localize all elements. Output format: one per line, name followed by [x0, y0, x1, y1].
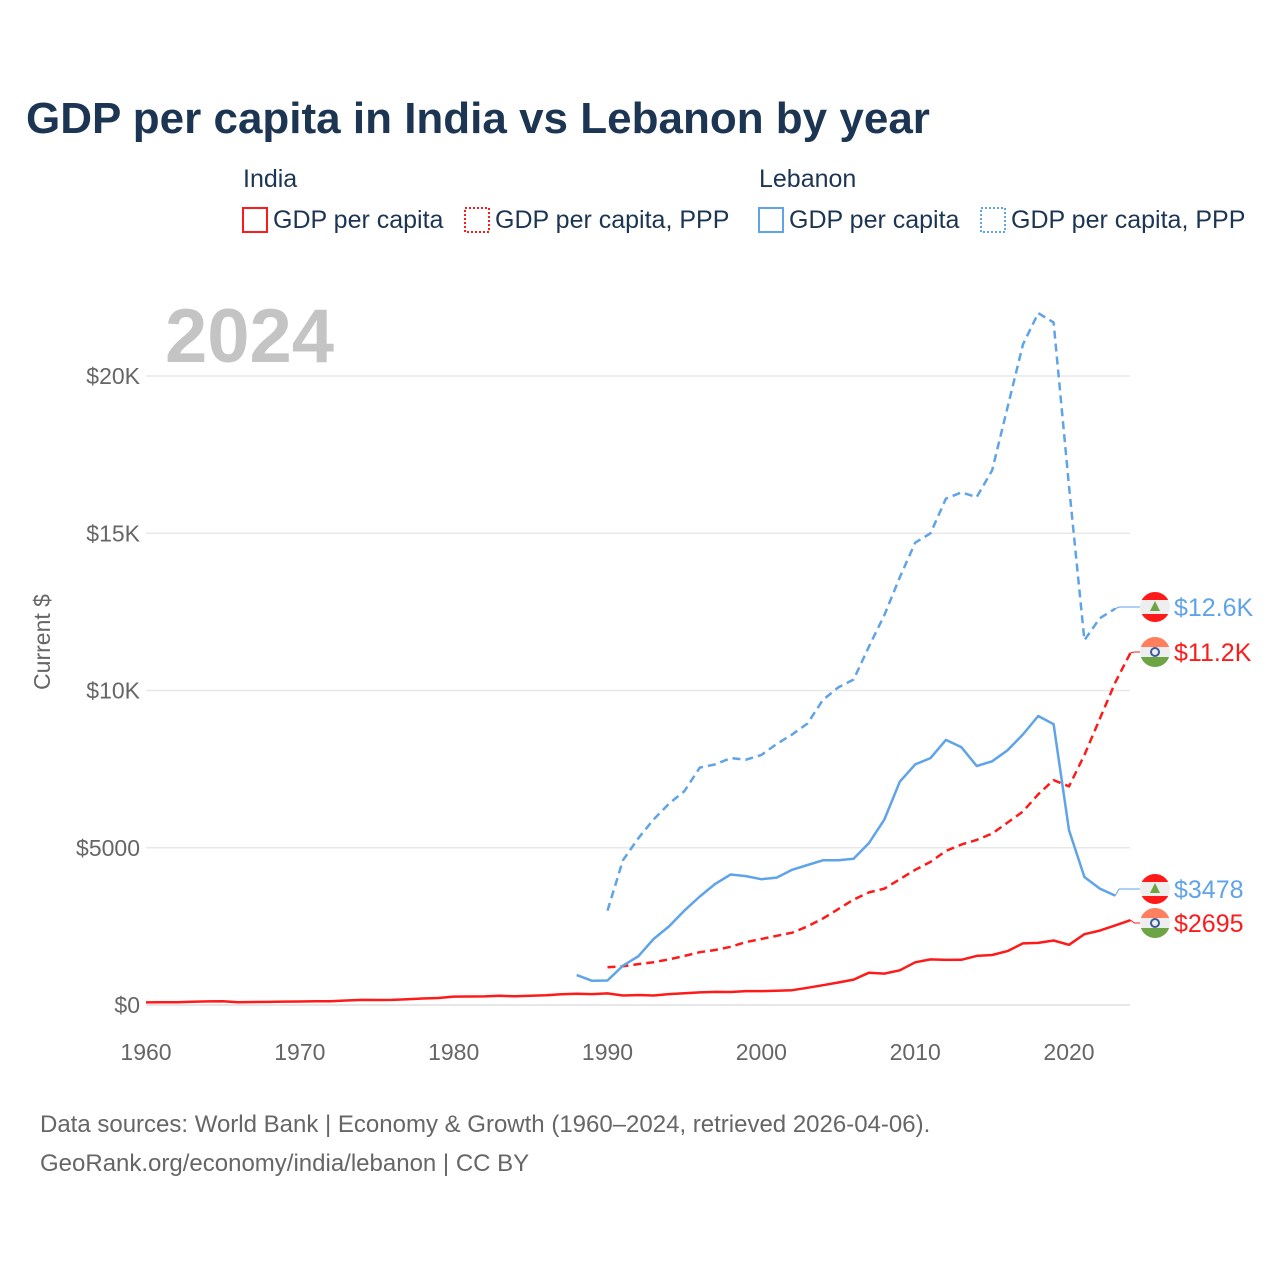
legend-item-india-ppp[interactable]: GDP per capita, PPP — [495, 206, 729, 234]
flag-body — [1140, 908, 1170, 938]
legend-swatch-lebanon-ppp — [980, 207, 1006, 233]
cedar — [1150, 601, 1160, 611]
chakra — [1150, 918, 1160, 928]
end-connector — [1130, 919, 1140, 924]
y-tick-label: $5000 — [76, 835, 140, 861]
flag-body — [1140, 874, 1170, 904]
flag-stripe — [1140, 657, 1170, 667]
legend-swatch-lebanon-gdp — [758, 207, 784, 233]
x-tick-label: 1990 — [582, 1039, 633, 1065]
y-ticks: $0 $5000 $10K $15K $20K — [76, 363, 141, 1018]
cedar — [1150, 883, 1160, 893]
legend-group-lebanon: Lebanon — [759, 165, 856, 193]
lebanon-flag-icon — [1140, 874, 1170, 904]
year-watermark: 2024 — [165, 294, 334, 379]
end-connector — [1114, 606, 1140, 610]
x-ticks: 1960 1970 1980 1990 2000 2010 2020 — [120, 1039, 1094, 1065]
flag-stripe — [1140, 637, 1170, 647]
legend-swatch-india-gdp — [242, 207, 268, 233]
end-value-label: $2695 — [1174, 910, 1244, 938]
flag-body — [1140, 637, 1170, 667]
end-labels: $2695 $11.2K $3478 $12.6K — [1114, 592, 1254, 938]
x-tick-label: 2000 — [736, 1039, 787, 1065]
y-tick-label: $0 — [114, 992, 140, 1018]
end-value-label: $11.2K — [1174, 639, 1252, 667]
flag-stripe — [1140, 647, 1170, 657]
india-flag-icon — [1140, 908, 1170, 938]
flag-stripe — [1140, 614, 1170, 622]
legend-swatch-india-ppp — [464, 207, 490, 233]
end-value-label: $12.6K — [1174, 594, 1254, 622]
x-tick-label: 1980 — [428, 1039, 479, 1065]
legend-item-lebanon-gdp[interactable]: GDP per capita — [789, 206, 960, 234]
series-line-india-gdp-per-capita-ppp — [607, 652, 1132, 969]
chakra — [1150, 647, 1160, 657]
flag-stripe — [1140, 874, 1170, 882]
source-line: Data sources: World Bank | Economy & Gro… — [40, 1111, 930, 1138]
flag-stripe — [1140, 918, 1170, 928]
attribution-link[interactable]: GeoRank.org/economy/india/lebanon | CC B… — [40, 1150, 529, 1177]
x-tick-label: 1960 — [120, 1039, 171, 1065]
lebanon-flag-icon — [1140, 592, 1170, 622]
series-lines — [145, 311, 1132, 1004]
legend-item-lebanon-ppp[interactable]: GDP per capita, PPP — [1011, 206, 1245, 234]
y-tick-label: $10K — [86, 678, 140, 704]
x-tick-label: 2020 — [1043, 1039, 1094, 1065]
y-tick-label: $20K — [86, 363, 140, 389]
flag-body — [1140, 592, 1170, 622]
series-line-lebanon-gdp-per-capita — [576, 714, 1116, 983]
x-tick-label: 2010 — [890, 1039, 941, 1065]
end-connector — [1114, 888, 1140, 896]
gridlines — [146, 375, 1130, 1006]
y-tick-label: $15K — [86, 520, 140, 546]
x-tick-label: 1970 — [274, 1039, 325, 1065]
flag-stripe — [1140, 592, 1170, 600]
flag-stripe — [1140, 928, 1170, 938]
india-flag-icon — [1140, 637, 1170, 667]
chart-title: GDP per capita in India vs Lebanon by ye… — [26, 94, 930, 143]
legend-group-india: India — [243, 165, 297, 193]
legend: India GDP per capita GDP per capita, PPP… — [242, 165, 1245, 234]
flag-stripe — [1140, 908, 1170, 918]
flag-stripe — [1140, 896, 1170, 904]
series-line-india-gdp-per-capita — [145, 919, 1131, 1004]
end-value-label: $3478 — [1174, 876, 1244, 904]
legend-item-india-gdp[interactable]: GDP per capita — [273, 206, 444, 234]
series-line-lebanon-gdp-per-capita-ppp — [606, 311, 1116, 911]
end-connector — [1130, 651, 1140, 654]
y-axis-label: Current $ — [29, 594, 55, 690]
